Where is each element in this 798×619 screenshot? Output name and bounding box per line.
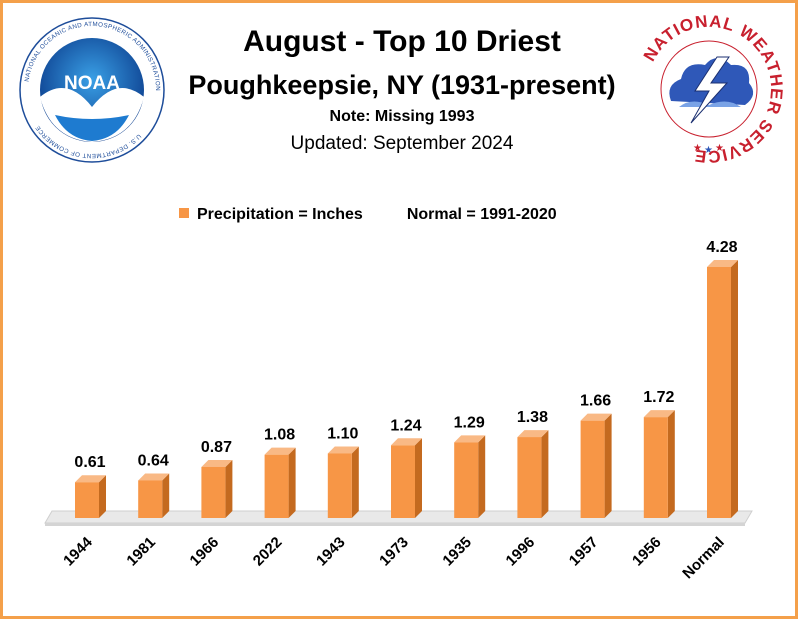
bar-top <box>707 260 738 267</box>
x-tick-label: 1935 <box>439 534 475 570</box>
bar <box>391 445 415 518</box>
svg-text:★: ★ <box>704 145 713 156</box>
bar-side <box>99 475 106 518</box>
bar-top <box>454 435 486 443</box>
bar-chart: 0.61 1944 0.64 1981 0.87 1966 1.08 2022 1.10 1943… <box>44 239 753 583</box>
bar-side <box>288 447 296 518</box>
data-label: 1.66 <box>580 393 611 410</box>
bar-side <box>351 446 359 518</box>
bar-side <box>541 430 549 518</box>
x-tick-label: 1957 <box>566 534 602 570</box>
chart-note: Note: Missing 1993 <box>329 108 475 125</box>
bar <box>138 480 163 518</box>
data-label: 1.38 <box>517 409 548 426</box>
x-tick-label: 1981 <box>123 534 159 570</box>
data-label: 4.28 <box>706 239 737 256</box>
bar <box>707 267 731 518</box>
bar-side <box>604 413 612 518</box>
bar-top <box>327 446 359 454</box>
nws-logo: ★ ★ ★ NATIONAL WEATHER SERVICE <box>635 12 785 166</box>
x-tick-label: 1996 <box>503 534 539 570</box>
svg-text:★: ★ <box>715 143 724 154</box>
bar <box>264 454 289 518</box>
bar-side <box>667 410 675 518</box>
bar-top <box>643 410 675 418</box>
x-tick-label: Normal <box>679 534 728 583</box>
data-label: 0.87 <box>201 439 232 456</box>
legend-swatch <box>179 208 189 218</box>
bar-side <box>731 260 738 518</box>
bar-top <box>264 447 296 455</box>
bar-top <box>580 413 612 421</box>
bar-top <box>201 459 233 467</box>
updated-date: Updated: September 2024 <box>290 133 514 154</box>
chart-title: August - Top 10 Driest <box>243 25 561 58</box>
x-tick-label: 1966 <box>187 534 223 570</box>
chart-subtitle: Poughkeepsie, NY (1931-present) <box>188 70 616 100</box>
bar-side <box>478 435 486 518</box>
bar <box>517 437 542 518</box>
bar-top <box>391 438 422 446</box>
bar <box>454 442 479 518</box>
data-label: 1.08 <box>264 427 295 444</box>
data-label: 0.61 <box>74 454 105 471</box>
bar-top <box>138 473 170 481</box>
data-label: 0.64 <box>138 452 169 469</box>
data-label: 1.29 <box>454 414 485 431</box>
bar <box>75 482 99 518</box>
bar-top <box>517 430 549 438</box>
bar-side <box>225 459 233 518</box>
legend-series-label: Precipitation = Inches <box>197 206 363 223</box>
bar <box>201 466 226 518</box>
bar-top <box>75 475 106 483</box>
chart-floor-edge <box>45 523 745 526</box>
bar-side <box>415 438 422 518</box>
x-tick-label: 1973 <box>376 534 412 570</box>
bar <box>580 420 605 518</box>
x-tick-label: 1943 <box>313 534 349 570</box>
data-label: 1.72 <box>643 389 674 406</box>
x-tick-label: 1956 <box>629 534 665 570</box>
chart-legend: Precipitation = Inches Normal = 1991-2020 <box>179 206 557 224</box>
bar-side <box>162 473 170 518</box>
data-label: 1.24 <box>390 417 421 434</box>
x-tick-label: 2022 <box>250 534 286 570</box>
x-tick-label: 1944 <box>60 533 96 569</box>
svg-text:★: ★ <box>693 143 702 154</box>
bar <box>327 453 352 518</box>
bar <box>643 417 668 518</box>
data-label: 1.10 <box>327 425 358 442</box>
noaa-wordmark: NOAA <box>64 73 120 94</box>
legend-normal-label: Normal = 1991-2020 <box>406 206 557 223</box>
noaa-logo: NOAA NATIONAL OCEANIC AND ATMOSPHERIC AD… <box>19 17 165 163</box>
